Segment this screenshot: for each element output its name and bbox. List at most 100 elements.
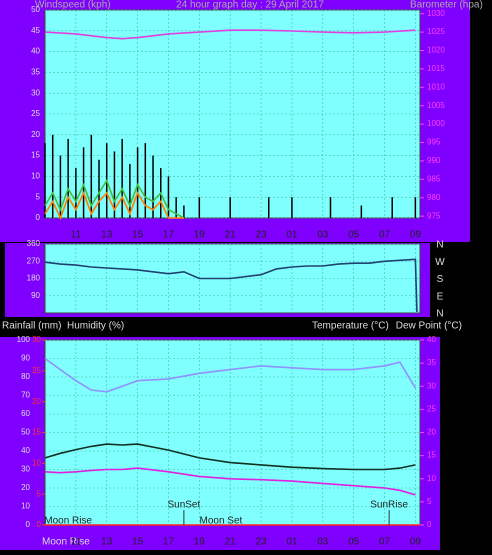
- y2-tick-label: 15: [427, 451, 436, 460]
- series-line: [44, 357, 417, 393]
- y-tick-label: 25: [31, 109, 40, 118]
- x-tick-label: 07: [379, 537, 391, 548]
- sun-event: SunRise: [370, 500, 408, 511]
- y3-tick-label: 30: [32, 335, 41, 344]
- rainfall-label: Rainfall (mm): [2, 321, 61, 332]
- x-tick-label: 15: [132, 537, 144, 548]
- y2-tick-label: 1025: [427, 27, 445, 36]
- sun-event: SunSet: [167, 500, 200, 511]
- x-tick-label: 19: [194, 230, 206, 241]
- y-tick-label: 90: [21, 354, 30, 363]
- x-tick-label: 03: [317, 230, 329, 241]
- y-tick-label: 60: [21, 409, 30, 418]
- x-tick-label: 21: [225, 537, 237, 548]
- y-tick-label: 15: [31, 151, 40, 160]
- y-tick-label: 30: [21, 465, 30, 474]
- y2-tick-label: 1010: [427, 82, 445, 91]
- y3-tick-label: 25: [32, 366, 41, 375]
- x-tick-label: 13: [101, 230, 113, 241]
- y2-tick-label: 0: [427, 520, 432, 529]
- compass-label: W: [435, 257, 445, 268]
- x-tick-label: 23: [255, 230, 267, 241]
- y-tick-label: 50: [21, 428, 30, 437]
- moon-rise-footer: Moon Rise: [42, 537, 90, 548]
- temperature-label: Temperature (°C): [312, 321, 389, 332]
- y2-tick-label: 1015: [427, 64, 445, 73]
- y3-tick-label: 0: [37, 520, 42, 529]
- x-tick-label: 13: [101, 537, 113, 548]
- y3-tick-label: 20: [32, 397, 41, 406]
- series-line: [44, 178, 185, 219]
- series-line: [44, 467, 416, 496]
- y-tick-label: 360: [27, 239, 41, 248]
- x-tick-label: 17: [163, 537, 175, 548]
- y2-tick-label: 985: [427, 174, 441, 183]
- y-tick-label: 10: [31, 172, 40, 181]
- x-tick-label: 11: [71, 230, 82, 241]
- x-tick-label: 07: [379, 230, 391, 241]
- x-tick-label: 09: [410, 230, 422, 241]
- y2-tick-label: 1030: [427, 9, 445, 18]
- x-tick-label: 05: [348, 537, 360, 548]
- x-tick-label: 05: [348, 230, 360, 241]
- dewpoint-label: Dew Point (°C): [396, 321, 462, 332]
- y2-tick-label: 975: [427, 211, 441, 220]
- x-tick-label: 17: [163, 230, 175, 241]
- y-tick-label: 0: [26, 520, 31, 529]
- y-tick-label: 270: [27, 256, 41, 265]
- x-tick-label: 11: [71, 537, 82, 548]
- y-tick-label: 10: [21, 502, 30, 511]
- y-tick-label: 40: [31, 47, 40, 56]
- windspeed-label: Windspeed (kph): [35, 0, 111, 11]
- y-tick-label: 45: [31, 26, 40, 35]
- compass-label: S: [437, 274, 444, 285]
- barometer-label: Barometer (hpa): [410, 0, 483, 11]
- y-tick-label: 40: [21, 446, 30, 455]
- humidity-label: Humidity (%): [67, 321, 124, 332]
- y2-tick-label: 995: [427, 138, 441, 147]
- y2-tick-label: 1020: [427, 46, 445, 55]
- compass-label: E: [437, 291, 444, 302]
- y2-tick-label: 40: [427, 335, 436, 344]
- x-tick-label: 23: [255, 537, 267, 548]
- compass-label: N: [436, 309, 443, 320]
- y2-tick-label: 30: [427, 381, 436, 390]
- series-line: [44, 443, 416, 471]
- y2-tick-label: 10: [427, 474, 436, 483]
- x-tick-label: 01: [286, 537, 298, 548]
- y3-tick-label: 15: [32, 428, 41, 437]
- x-tick-label: 21: [225, 230, 237, 241]
- y2-tick-label: 25: [427, 404, 436, 413]
- compass-label: N: [436, 240, 443, 251]
- y-tick-label: 80: [21, 372, 30, 381]
- x-tick-label: 15: [132, 230, 144, 241]
- y-tick-label: 90: [31, 291, 40, 300]
- y-tick-label: 0: [36, 213, 41, 222]
- y-tick-label: 70: [21, 391, 30, 400]
- x-tick-label: 09: [410, 537, 422, 548]
- x-tick-label: 03: [317, 537, 329, 548]
- y-tick-label: 180: [27, 274, 41, 283]
- moon-event: Moon Set: [200, 516, 243, 527]
- y2-tick-label: 35: [427, 358, 436, 367]
- y2-tick-label: 1005: [427, 101, 445, 110]
- moon-event: Moon Rise: [44, 516, 92, 527]
- series-line: [44, 190, 184, 221]
- y2-tick-label: 980: [427, 193, 441, 202]
- y2-tick-label: 5: [427, 497, 432, 506]
- y-tick-label: 5: [36, 192, 41, 201]
- y3-tick-label: 5: [37, 489, 42, 498]
- x-tick-label: 01: [286, 230, 298, 241]
- chart-title: 24 hour graph day : 29 April 2017: [176, 0, 324, 11]
- y2-tick-label: 1000: [427, 119, 445, 128]
- series-line: [44, 258, 418, 313]
- y2-tick-label: 990: [427, 156, 441, 165]
- x-tick-label: 19: [194, 537, 206, 548]
- y-tick-label: 50: [31, 5, 40, 14]
- y2-tick-label: 20: [427, 428, 436, 437]
- y-tick-label: 20: [31, 130, 40, 139]
- y3-tick-label: 10: [32, 458, 41, 467]
- y-tick-label: 100: [17, 335, 31, 344]
- series-line: [44, 29, 416, 40]
